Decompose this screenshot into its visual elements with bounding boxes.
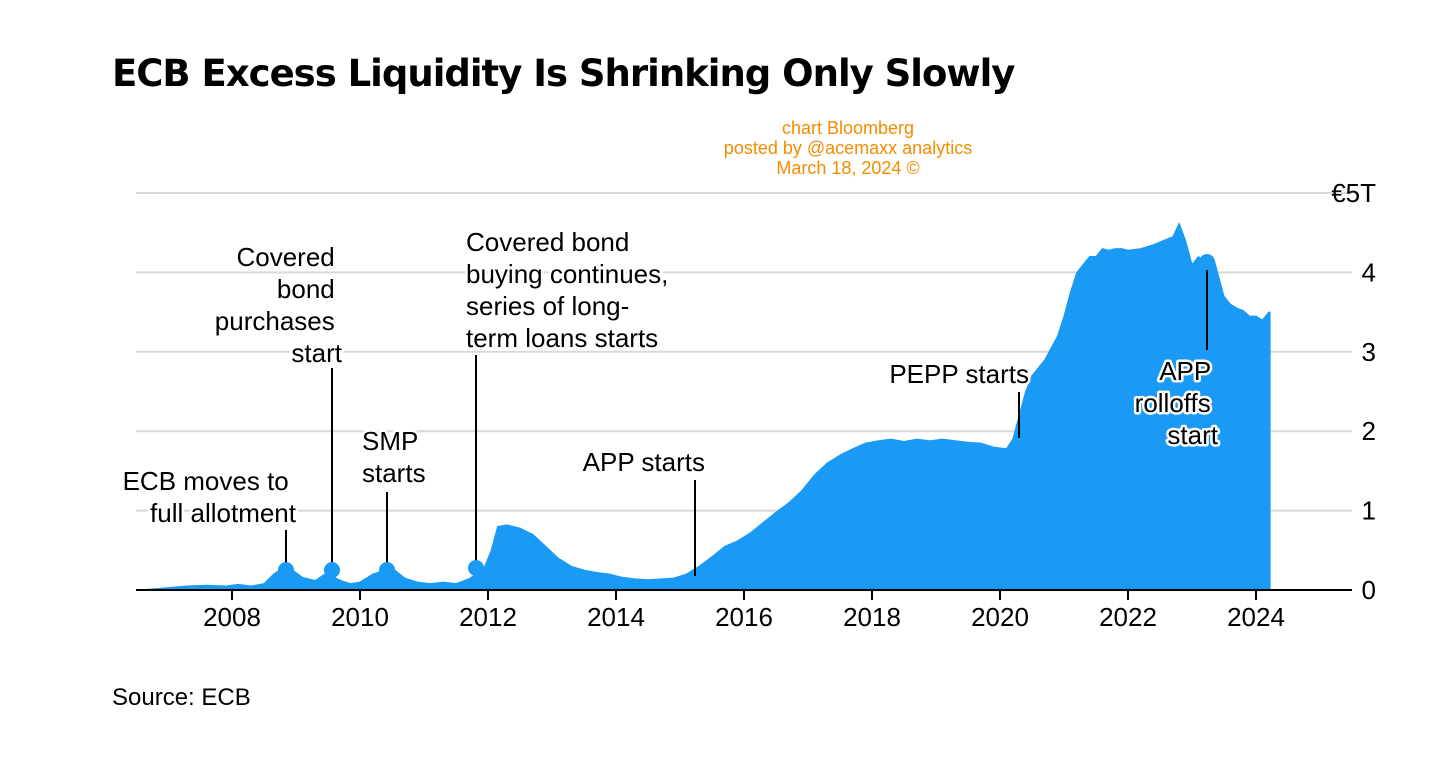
watermark-line: March 18, 2024 ©: [776, 158, 920, 178]
watermark-line: chart Bloomberg: [781, 118, 915, 138]
annotation-text: APP starts: [583, 447, 705, 477]
annotation-text: bond: [277, 274, 335, 304]
annotation-marker-dot: [468, 560, 484, 576]
svg-text:ECB moves to full allo: ECB moves to full allotment: [123, 466, 297, 528]
annotation-text: start: [1167, 420, 1218, 450]
x-tick-label: 2022: [1099, 602, 1157, 632]
y-tick-label: 4: [1362, 257, 1376, 287]
y-tick-label: 2: [1362, 416, 1376, 446]
watermark-text: chart Bloomberg posted by @acemaxx analy…: [724, 118, 972, 178]
annotation-full-allotment: ECB moves to full allotment: [120, 464, 299, 578]
annotation-marker-dot: [324, 562, 340, 578]
annotation-smp-starts: SMP starts: [360, 424, 428, 578]
annotation-text: PEPP starts: [889, 359, 1029, 389]
annotation-text: series of long-: [466, 291, 629, 321]
annotation-text: starts: [362, 458, 426, 488]
series-area: [138, 222, 1271, 591]
annotation-covered-bond-purchases: Covered bond purchases start: [212, 240, 345, 578]
annotation-marker-dot: [379, 562, 395, 578]
annotation-marker-dot: [278, 562, 294, 578]
annotation-text: Covered: [236, 242, 334, 272]
annotation-covered-bond-continues: Covered bond buying continues, series of…: [464, 225, 676, 576]
y-tick-label: 0: [1362, 575, 1376, 605]
annotation-pepp-starts: PEPP starts: [887, 357, 1032, 438]
y-tick-label: 1: [1362, 496, 1376, 526]
svg-text:SMP starts: SMP starts: [362, 426, 426, 488]
y-tick-label: 3: [1362, 337, 1376, 367]
annotation-text: full allotment: [150, 498, 297, 528]
svg-text:Covered bond p: Covered bond purchases start: [215, 242, 343, 368]
annotation-text: Covered bond: [466, 227, 629, 257]
x-tick-label: 2012: [459, 602, 517, 632]
source-note: Source: ECB: [112, 684, 251, 711]
liquidity-area: [138, 222, 1271, 591]
x-tick-label: 2010: [331, 602, 389, 632]
svg-text:PEPP starts: PEPP starts: [889, 359, 1029, 389]
x-tick-label: 2024: [1227, 602, 1285, 632]
annotation-text: start: [291, 338, 342, 368]
annotation-app-rolloffs: APP rolloffs start: [1132, 254, 1221, 453]
svg-text:Covered bond buying co: Covered bond buying continues, series of…: [466, 227, 676, 353]
annotation-app-starts: APP starts: [580, 445, 708, 576]
annotation-text: APP: [1159, 356, 1211, 386]
annotations: ECB moves to full allotment Covered bond…: [120, 225, 1221, 578]
x-axis-labels: 2008 2010 2012 2014 2016 2018 2020 2022 2024: [203, 602, 1285, 632]
svg-text:APP starts: APP starts: [583, 447, 705, 477]
annotation-text: purchases: [215, 306, 335, 336]
watermark-line: posted by @acemaxx analytics: [723, 138, 973, 158]
annotation-text: buying continues,: [466, 259, 668, 289]
x-axis: [136, 589, 1352, 600]
annotation-text: SMP: [362, 426, 418, 456]
annotation-text: rolloffs: [1135, 388, 1211, 418]
annotation-text: term loans starts: [466, 323, 658, 353]
annotation-text: ECB moves to: [123, 466, 289, 496]
x-tick-label: 2018: [843, 602, 901, 632]
x-tick-label: 2016: [715, 602, 773, 632]
annotation-marker-dot: [1199, 254, 1215, 270]
x-tick-label: 2014: [587, 602, 645, 632]
chart-title: ECB Excess Liquidity Is Shrinking Only S…: [112, 52, 1015, 95]
y-tick-label: €5T: [1331, 178, 1376, 208]
y-axis-labels: 0 1 2 3 4 €5T: [1331, 178, 1376, 605]
x-tick-label: 2008: [203, 602, 261, 632]
x-tick-label: 2020: [971, 602, 1029, 632]
svg-text:APP rolloffs s: APP rolloffs start: [1135, 356, 1219, 450]
